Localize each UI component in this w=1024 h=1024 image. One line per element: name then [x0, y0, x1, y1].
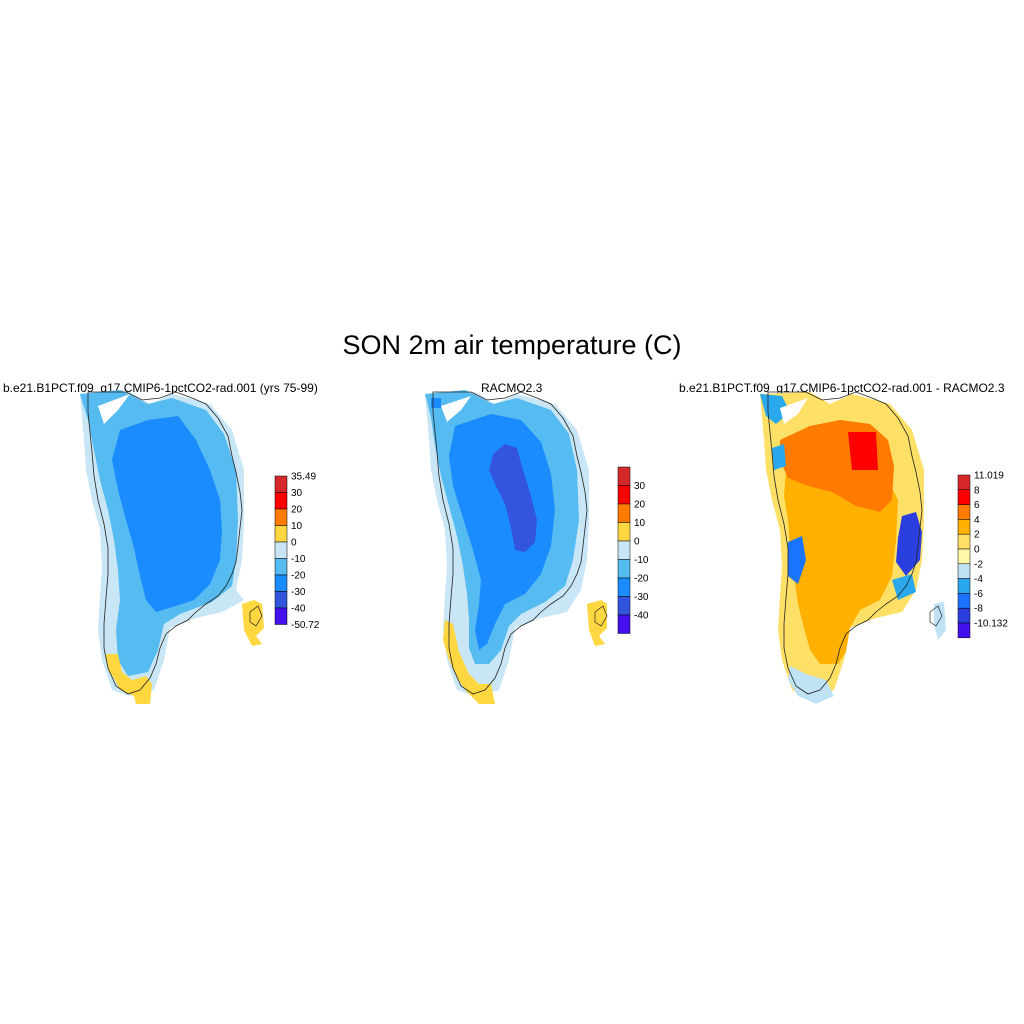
- colorbar-difference: 11.019 8 6 4 2 0 -2 -4 -6 -8 -10.132: [957, 471, 1008, 639]
- colorbar-box: [957, 578, 971, 594]
- colorbar-label: 30: [291, 488, 303, 499]
- colorbar-label: 0: [974, 545, 980, 556]
- colorbar-label: -10: [634, 555, 649, 566]
- colorbar-label: -6: [974, 589, 983, 600]
- map-panel-model: 35.49 30 20 10 0 -10 -20 -30 -40 -50.72: [80, 390, 320, 704]
- colorbar-box: [957, 548, 971, 565]
- map-panel-difference: 11.019 8 6 4 2 0 -2 -4 -6 -8 -10.132: [760, 391, 1008, 704]
- colorbar-box: [957, 519, 971, 535]
- colorbar-label: -30: [291, 587, 306, 598]
- colorbar-label: 0: [634, 537, 640, 548]
- colorbar-label: 20: [291, 505, 303, 516]
- colorbar-label: 35.49: [291, 472, 316, 483]
- colorbar-box: [617, 559, 631, 579]
- colorbar-box: [274, 591, 288, 609]
- colorbar-box: [957, 622, 971, 639]
- panel-title-racmo: RACMO2.3: [481, 381, 543, 395]
- colorbar-box: [274, 508, 288, 526]
- colorbar-box: [274, 607, 288, 625]
- colorbar-label: -8: [974, 604, 983, 615]
- colorbar-label: 20: [634, 500, 646, 511]
- colorbar-box: [957, 563, 971, 579]
- map-field-racmo: [425, 390, 607, 704]
- colorbar-label: -2: [974, 559, 983, 570]
- panel-title-model: b.e21.B1PCT.f09_g17.CMIP6-1pctCO2-rad.00…: [3, 381, 318, 395]
- colorbar-box: [617, 522, 631, 542]
- colorbar-label: -4: [974, 574, 983, 585]
- colorbar-box: [957, 489, 971, 505]
- colorbar-box: [617, 485, 631, 505]
- map-panel-racmo: 30 20 10 0 -10 -20 -30 -40: [425, 390, 649, 704]
- colorbar-box: [617, 540, 631, 560]
- colorbar-box: [957, 474, 971, 491]
- colorbar-label: -40: [634, 611, 649, 622]
- colorbar-label: -40: [291, 604, 306, 615]
- colorbar-box: [274, 541, 288, 559]
- colorbar-box: [274, 525, 288, 543]
- colorbar-model: 35.49 30 20 10 0 -10 -20 -30 -40 -50.72: [274, 472, 320, 631]
- colorbar-label: -10: [291, 554, 306, 565]
- colorbar-label: 2: [974, 530, 980, 541]
- colorbar-racmo: 30 20 10 0 -10 -20 -30 -40: [617, 466, 649, 634]
- colorbar-label: -30: [634, 592, 649, 603]
- colorbar-box: [274, 492, 288, 510]
- colorbar-label: 30: [634, 481, 646, 492]
- colorbar-box: [274, 574, 288, 592]
- colorbar-label: -10.132: [974, 619, 1008, 630]
- colorbar-label: 6: [974, 500, 980, 511]
- colorbar-label: 4: [974, 515, 980, 526]
- colorbar-box: [617, 503, 631, 523]
- colorbar-box: [617, 596, 631, 616]
- colorbar-label: 10: [634, 518, 646, 529]
- colorbar-box: [617, 466, 631, 486]
- colorbar-box: [957, 607, 971, 624]
- colorbar-box: [957, 593, 971, 609]
- map-field-difference: [760, 392, 946, 704]
- colorbar-label: -50.72: [291, 620, 320, 631]
- island-coastline-model: [249, 605, 263, 627]
- colorbar-label: 0: [291, 538, 297, 549]
- colorbar-box: [957, 533, 971, 550]
- colorbar-label: -20: [634, 574, 649, 585]
- colorbar-box: [957, 504, 971, 520]
- colorbar-label: 11.019: [974, 471, 1004, 482]
- colorbar-box: [617, 614, 631, 634]
- panel-title-difference: b.e21.B1PCT.f09_g17.CMIP6-1pctCO2-rad.00…: [679, 381, 1005, 395]
- colorbar-box: [274, 558, 288, 576]
- colorbar-label: 8: [974, 485, 980, 496]
- colorbar-box: [617, 577, 631, 597]
- colorbar-label: -20: [291, 571, 306, 582]
- island-coastline-racmo: [594, 605, 608, 627]
- figure-title: SON 2m air temperature (C): [342, 330, 682, 360]
- island-coastline-difference: [929, 605, 943, 627]
- map-field-model: [80, 390, 264, 704]
- colorbar-label: 10: [291, 521, 303, 532]
- colorbar-box: [274, 475, 288, 493]
